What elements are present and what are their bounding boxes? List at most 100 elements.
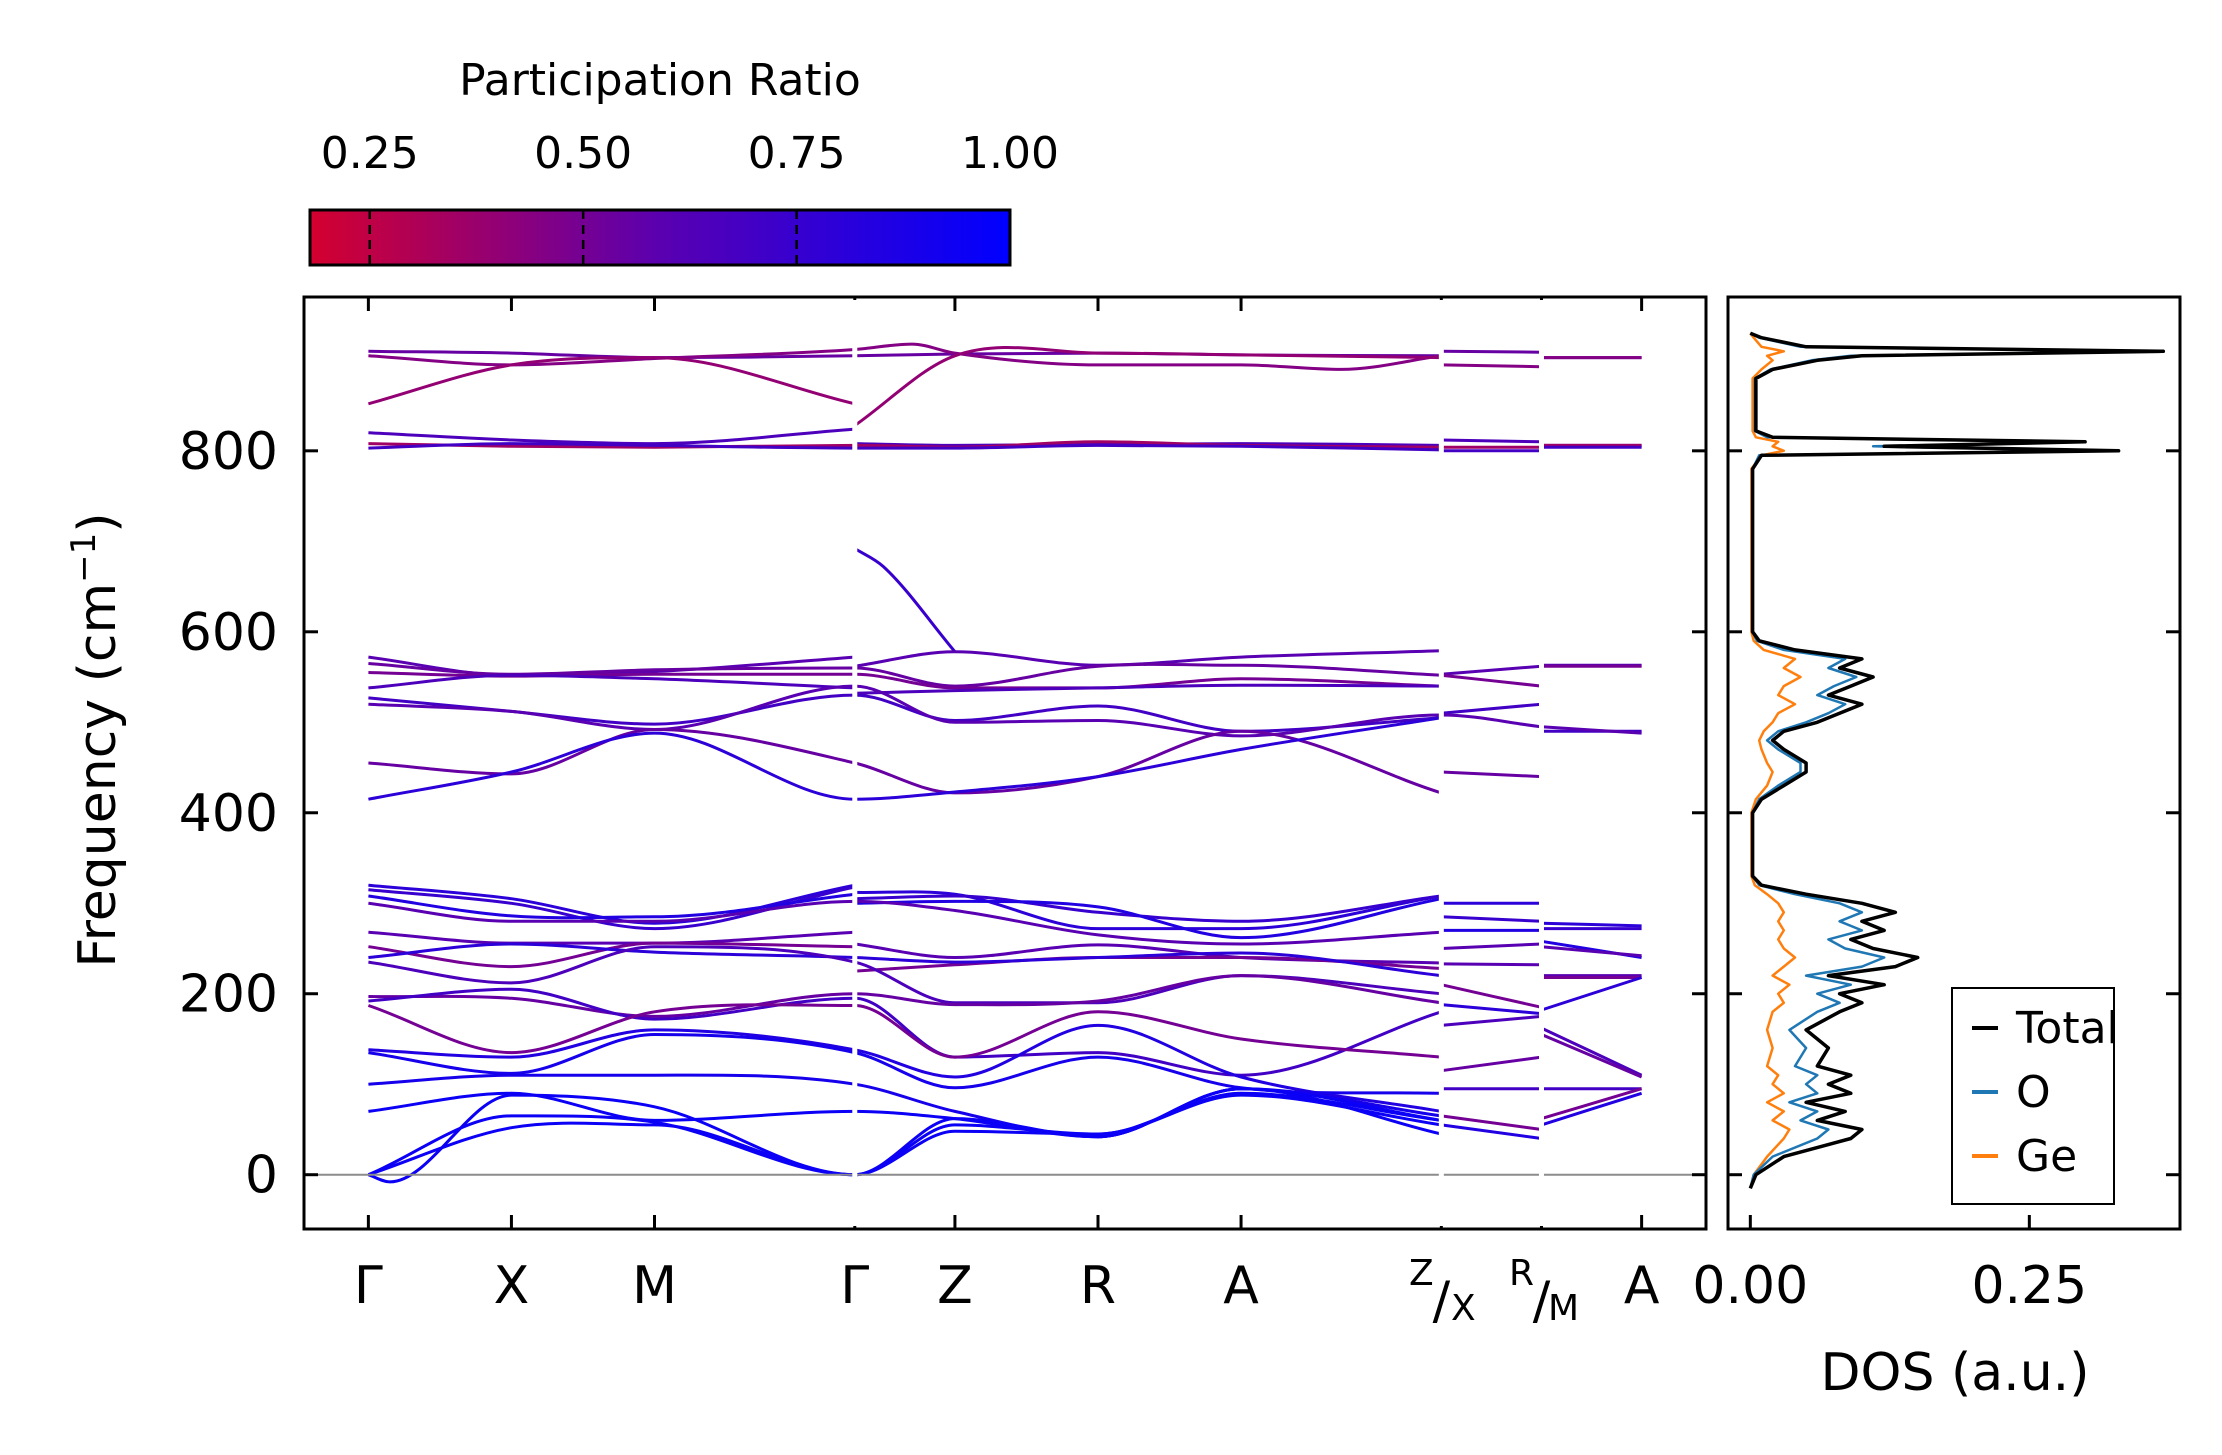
y-tick-label: 200 xyxy=(179,965,278,1025)
legend-label-o: O xyxy=(2016,1067,2051,1118)
band-curve xyxy=(1441,770,1542,779)
kpoint-label: M xyxy=(632,1256,677,1316)
dos-lines xyxy=(1748,331,2166,1189)
band-curve xyxy=(1441,1123,1542,1140)
band-curve xyxy=(368,727,1442,795)
band-curve xyxy=(1441,702,1542,715)
band-curve xyxy=(368,892,855,920)
band-curve xyxy=(1440,983,1542,1009)
band-curve xyxy=(368,974,1442,1018)
dos-x-tick-label: 0.00 xyxy=(1692,1256,1808,1316)
band-curve xyxy=(368,662,1442,688)
band-curve xyxy=(368,899,1442,946)
band-curve xyxy=(854,890,1442,931)
dos-curve-total xyxy=(1748,331,2166,1189)
band-curve xyxy=(368,427,855,446)
band-curve xyxy=(368,1023,1442,1113)
kpoint-label-den: M xyxy=(1548,1288,1579,1329)
colorbar-gradient xyxy=(308,208,1012,267)
band-curve xyxy=(368,442,1442,452)
band-curve xyxy=(367,1091,1442,1177)
colorbar-tick-label: 0.50 xyxy=(534,128,632,179)
y-axis-label-close: ) xyxy=(68,512,128,532)
band-curve xyxy=(1541,945,1642,958)
kpoint-label-slash: / xyxy=(1533,1271,1551,1331)
band-curve xyxy=(367,1003,1442,1059)
band-curve xyxy=(1441,1114,1542,1131)
band-curve xyxy=(368,942,1442,978)
band-curve xyxy=(368,716,1442,801)
band-curve xyxy=(1541,725,1642,735)
band-curve xyxy=(1540,1033,1643,1079)
y-tick-label: 400 xyxy=(179,784,278,844)
band-curve xyxy=(854,894,1442,923)
kpoint-label: Γ xyxy=(840,1256,869,1316)
colorbar-tick-label: 0.25 xyxy=(321,128,419,179)
colorbar-tick-label: 0.75 xyxy=(748,128,846,179)
band-curve xyxy=(854,942,1442,965)
kpoint-label: A xyxy=(1223,1256,1259,1316)
band-curve xyxy=(1441,349,1542,354)
band-curve xyxy=(368,987,1442,1077)
band-curve xyxy=(1441,1003,1542,1016)
band-curve xyxy=(368,684,1542,738)
dos-x-tick-label: 0.25 xyxy=(1971,1256,2087,1316)
y-tick-label: 0 xyxy=(245,1146,278,1206)
band-curve xyxy=(368,1073,1442,1139)
dos-panel: 0.00 0.25 DOS (a.u.) Total O Ge xyxy=(1692,295,2182,1403)
band-curve xyxy=(368,930,855,945)
y-axis-label: Frequency (cm−1) xyxy=(64,512,128,967)
legend-label-ge: Ge xyxy=(2016,1131,2077,1182)
y-axis-label-main: Frequency (cm xyxy=(68,583,128,968)
kpoint-label-num: R xyxy=(1509,1253,1534,1294)
kpoint-label-slash: / xyxy=(1433,1271,1451,1331)
dos-curve-ge xyxy=(1749,332,1802,1189)
y-tick-label: 800 xyxy=(179,422,278,482)
band-curve xyxy=(1540,1026,1643,1077)
band-curve xyxy=(1541,1087,1643,1121)
band-curve xyxy=(1441,438,1542,444)
legend-entries: Total O Ge xyxy=(1972,1003,2119,1182)
legend: Total O Ge xyxy=(1951,987,2119,1205)
band-curve xyxy=(368,673,855,690)
dos-frame xyxy=(1726,295,2182,1231)
colorbar-tick-labels: 0.25 0.50 0.75 1.00 xyxy=(321,128,1059,179)
band-curve xyxy=(1441,1055,1542,1073)
kpoint-label: Γ xyxy=(354,1256,383,1316)
legend-label-total: Total xyxy=(2015,1003,2119,1054)
band-curve xyxy=(1541,976,1643,1012)
band-curve xyxy=(367,1093,1442,1177)
kpoint-label-den: X xyxy=(1451,1288,1476,1329)
y-axis-label-sup: −1 xyxy=(64,533,104,583)
colorbar-title: Participation Ratio xyxy=(459,55,861,106)
band-curve xyxy=(1441,942,1542,950)
band-curve xyxy=(1441,1014,1542,1027)
band-curve xyxy=(1541,1091,1643,1127)
band-frame xyxy=(302,295,1708,1231)
kpoint-label: X xyxy=(494,1256,530,1316)
band-curve xyxy=(1541,921,1642,928)
band-curve xyxy=(368,941,855,969)
band-curve xyxy=(368,342,1442,371)
dos-axes: 0.00 0.25 xyxy=(1692,449,2180,1316)
kpoint-label: R xyxy=(1080,1256,1116,1316)
band-curve xyxy=(854,897,1442,940)
band-curve xyxy=(1441,673,1542,688)
kpoint-label: A xyxy=(1624,1256,1660,1316)
colorbar: Participation Ratio 0.25 0.50 0.75 1.00 xyxy=(308,55,1059,267)
colorbar-tick-label: 1.00 xyxy=(961,128,1059,179)
kpoint-label: Z xyxy=(937,1256,973,1316)
colorbar-ticks xyxy=(368,210,798,265)
band-lines xyxy=(367,342,1643,1184)
y-tick-label: 600 xyxy=(179,603,278,663)
band-curve xyxy=(1441,962,1542,967)
band-curve xyxy=(1441,363,1542,369)
band-curve xyxy=(1441,915,1542,923)
band-curve xyxy=(368,356,856,406)
band-curve xyxy=(367,1087,1442,1184)
band-curve xyxy=(1441,664,1542,676)
legend-box xyxy=(1951,987,2115,1205)
